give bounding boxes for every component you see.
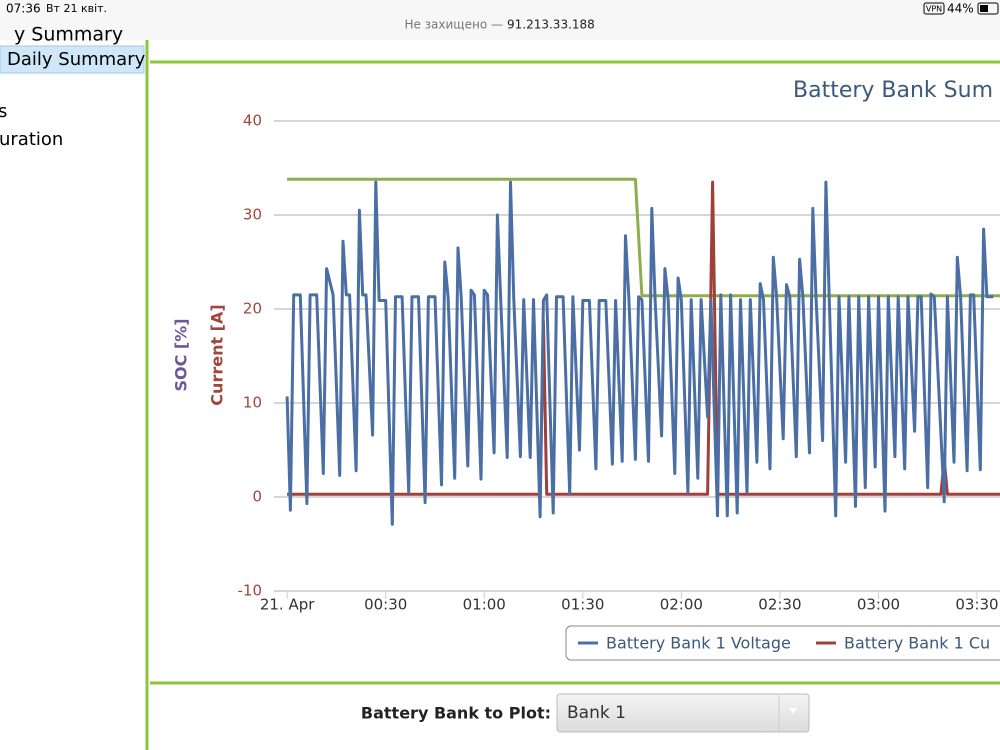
x-tick-label: 01:30 — [561, 596, 604, 614]
x-tick-label: 21. Apr — [260, 596, 315, 614]
x-tick-label: 03:00 — [857, 596, 900, 614]
y-axis-title: SOC [%] — [172, 318, 191, 391]
menu-item[interactable]: uration — [0, 129, 63, 150]
url-note: Не захищено — — [404, 18, 503, 32]
select-value[interactable]: Bank 1 — [567, 703, 626, 723]
legend-label: Battery Bank 1 Voltage — [606, 634, 791, 653]
x-tick-label: 02:30 — [758, 596, 801, 614]
vpn: VPN — [926, 5, 942, 14]
url[interactable]: 91.213.33.188 — [507, 18, 595, 32]
series-line — [287, 177, 1000, 298]
y-tick-label: -10 — [238, 582, 263, 600]
battery-icon — [977, 2, 999, 15]
y-tick-label: 0 — [252, 488, 262, 506]
y-axis-title: Current [A] — [208, 304, 227, 405]
menu-highlight — [0, 45, 145, 74]
x-tick-label: 03:30 — [955, 596, 998, 614]
vpn-badge — [923, 2, 945, 15]
menu-item[interactable]: Daily Summary — [7, 49, 146, 70]
legend-box — [565, 625, 1000, 661]
menu-item[interactable]: s — [0, 101, 7, 122]
chart-title: Battery Bank Sum — [793, 78, 993, 103]
bank-select[interactable] — [556, 693, 810, 733]
y-tick-label: 30 — [243, 206, 262, 224]
battery-fill — [980, 5, 988, 12]
date: Вт 21 квіт. — [46, 2, 107, 15]
clock: 07:36 — [6, 2, 41, 16]
series-line — [285, 180, 994, 526]
x-tick-label: 02:00 — [660, 596, 703, 614]
select-arrow — [789, 708, 797, 714]
legend-label: Battery Bank 1 Cu — [844, 634, 990, 653]
x-tick-label: 00:30 — [364, 596, 407, 614]
y-tick-label: 10 — [243, 394, 262, 412]
menu-item[interactable]: y Summary — [14, 24, 123, 46]
y-tick-label: 20 — [243, 300, 262, 318]
battery-level: 44% — [947, 2, 974, 16]
x-tick-label: 01:00 — [463, 596, 506, 614]
form-label: Battery Bank to Plot: — [361, 704, 551, 723]
browser-bar — [0, 0, 1000, 40]
y-tick-label: 40 — [243, 112, 262, 130]
